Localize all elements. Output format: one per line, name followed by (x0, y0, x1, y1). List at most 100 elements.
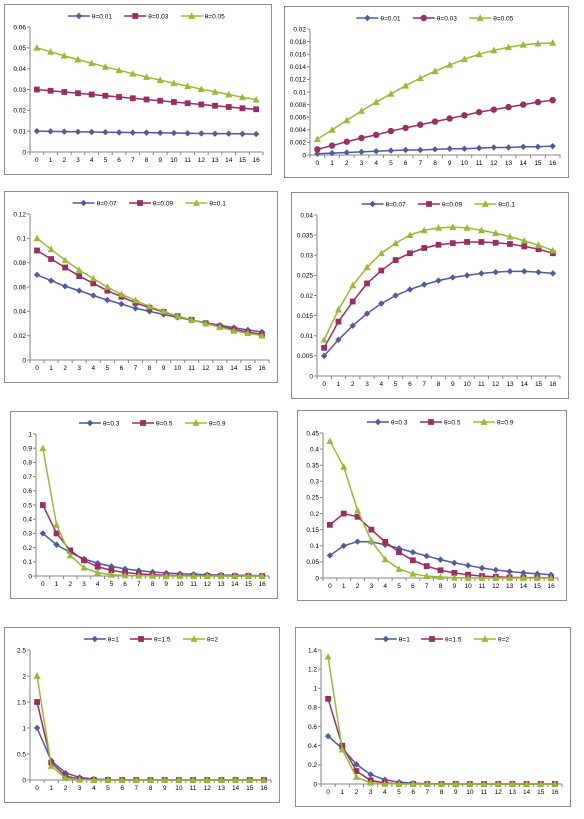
data-point (147, 776, 154, 783)
data-point (202, 319, 210, 327)
legend-item: θ=0.01 (356, 14, 401, 22)
legend-marker (137, 200, 143, 206)
y-tick-label: 0.025 (297, 273, 314, 280)
data-point (53, 521, 61, 528)
legend-item: θ=0.1 (185, 199, 226, 207)
series-line (42, 504, 263, 577)
x-tick-label: 9 (454, 789, 458, 796)
legend-label: θ=0.01 (380, 15, 400, 22)
data-point (88, 59, 96, 67)
data-point (423, 552, 430, 560)
data-point (328, 126, 336, 133)
y-tick-label: 0.016 (290, 52, 307, 59)
legend-item: θ=0.07 (72, 199, 117, 207)
chart-svg-6: 00.050.10.150.20.250.30.350.40.450 1 2 3 4 5 6… (306, 418, 559, 590)
x-tick-label: 1 (55, 581, 59, 588)
data-point (423, 563, 430, 569)
data-point (340, 510, 347, 517)
x-tick-label: 5 (389, 160, 393, 167)
data-point (62, 264, 69, 271)
data-point (143, 96, 150, 103)
data-point (66, 551, 74, 559)
data-point (451, 559, 458, 567)
y-tick-label: 0.008 (290, 102, 307, 109)
x-tick-label: 5 (106, 365, 110, 372)
data-point (197, 85, 205, 92)
data-point (466, 780, 474, 787)
data-point (492, 268, 499, 276)
x-tick-label: 14 (232, 785, 240, 792)
x-tick-label: 2 (345, 160, 349, 167)
x-tick-label: 6 (117, 157, 121, 164)
data-point (76, 776, 84, 783)
y-tick-label: 0.01 (13, 128, 26, 135)
data-point (61, 128, 68, 135)
y-tick-label: 0.04 (13, 66, 26, 73)
data-point (314, 146, 321, 153)
x-tick-label: 1 (49, 365, 53, 372)
data-point (492, 566, 499, 574)
x-tick-label: 2 (64, 785, 68, 792)
series-line (36, 249, 263, 336)
x-tick-label: 12 (492, 381, 500, 388)
legend-label: θ=1 (399, 636, 410, 643)
data-point (423, 780, 431, 787)
data-point (421, 245, 428, 251)
data-point (508, 780, 516, 787)
data-point (129, 69, 137, 77)
data-point (252, 130, 260, 138)
data-point (357, 107, 365, 114)
x-tick-label: 9 (163, 785, 167, 792)
y-tick-label: 0.1 (23, 559, 32, 566)
data-point (406, 286, 414, 293)
legend-marker (428, 419, 434, 425)
data-point (507, 241, 513, 247)
legend: θ=0.3 θ=0.5 θ=0.9 (79, 419, 226, 427)
x-tick-label: 16 (547, 583, 555, 590)
data-point (161, 776, 169, 783)
legend-marker (75, 12, 83, 20)
legend-label: θ=0.1 (209, 200, 226, 207)
legend-label: θ=1.5 (154, 636, 171, 643)
x-tick-label: 16 (259, 581, 267, 588)
data-point (232, 776, 240, 783)
data-point (387, 90, 395, 97)
data-point (324, 732, 332, 740)
data-point (101, 63, 109, 70)
data-point (368, 526, 375, 533)
data-point (475, 144, 483, 152)
y-tick-label: 0 (315, 575, 319, 582)
data-point (402, 146, 409, 154)
x-tick-label: 15 (246, 785, 254, 792)
data-point (392, 292, 399, 299)
x-tick-label: 5 (110, 581, 114, 588)
data-point (117, 290, 125, 298)
chart-panel-1: 0 0.01 0.02 0.03 0.04 0.05 0.06 0 1 2 3 4 5 6 7 8 9 10 11 1… (4, 4, 272, 175)
legend-item: θ=0.9 (473, 418, 514, 426)
x-tick-label: 0 (35, 785, 39, 792)
legend-item: θ=2 (183, 635, 218, 643)
series-2 (314, 96, 556, 153)
legend-item: θ=2 (474, 635, 509, 643)
data-point (239, 130, 246, 138)
data-point (320, 352, 328, 360)
data-point (321, 344, 328, 351)
legend-item: θ=1.5 (421, 636, 462, 643)
legend-label: θ=0.9 (209, 420, 226, 427)
x-tick-label: 1 (342, 583, 346, 590)
legend-marker (476, 14, 484, 21)
x-tick-label: 12 (495, 789, 503, 796)
data-point (464, 574, 472, 581)
data-point (551, 780, 559, 787)
x-tick-label: 11 (476, 160, 483, 167)
data-point (423, 572, 431, 579)
series-line (323, 241, 554, 349)
data-point (367, 537, 375, 544)
series-2 (34, 699, 267, 783)
data-point (490, 144, 498, 151)
data-point (33, 271, 41, 279)
legend-marker (188, 12, 196, 19)
data-point (61, 89, 68, 95)
data-point (353, 768, 360, 774)
data-point (327, 521, 333, 528)
